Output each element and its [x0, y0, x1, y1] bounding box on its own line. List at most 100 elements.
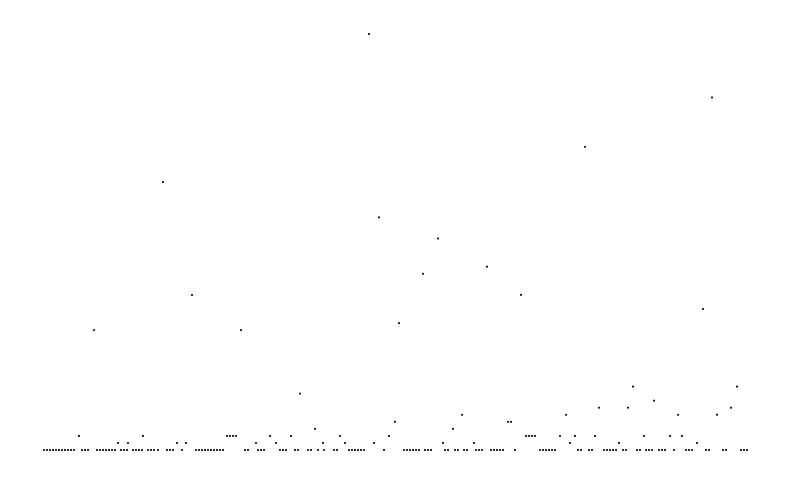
data-point [210, 449, 212, 451]
data-point [651, 449, 653, 451]
data-point [64, 449, 66, 451]
data-point [688, 449, 690, 451]
data-point [490, 449, 492, 451]
data-point [105, 449, 107, 451]
data-point [78, 435, 80, 437]
data-point [740, 449, 742, 451]
data-point [43, 449, 45, 451]
data-point [363, 449, 365, 451]
data-point [636, 449, 638, 451]
data-point [354, 449, 356, 451]
data-point [388, 435, 390, 437]
data-point [263, 449, 265, 451]
data-point [609, 449, 611, 451]
data-point [528, 435, 530, 437]
data-point [368, 33, 370, 35]
data-point [176, 442, 178, 444]
data-point [632, 385, 634, 388]
data-point [344, 442, 346, 444]
data-point [378, 216, 380, 219]
data-point [584, 145, 586, 148]
data-point [743, 449, 745, 451]
data-point [226, 435, 228, 437]
data-point [282, 449, 284, 451]
data-point [157, 449, 159, 451]
data-point [466, 449, 468, 451]
data-point [409, 449, 411, 451]
data-point [708, 449, 710, 451]
data-point [569, 442, 571, 444]
data-point [93, 329, 95, 332]
data-point [625, 449, 627, 451]
data-point [669, 435, 671, 437]
data-point [299, 392, 301, 395]
data-point [615, 449, 617, 451]
data-point [195, 449, 197, 451]
data-point [150, 449, 152, 451]
data-point [673, 449, 675, 451]
data-point [147, 449, 149, 451]
data-point [351, 449, 353, 451]
data-point [323, 449, 325, 451]
data-point [99, 449, 101, 451]
data-point [285, 449, 287, 451]
data-point [244, 449, 246, 451]
data-point [548, 449, 550, 451]
data-point [437, 237, 439, 240]
data-point [394, 420, 396, 423]
data-point [357, 449, 359, 451]
data-point [475, 449, 477, 451]
data-point [454, 449, 456, 451]
data-point [705, 449, 707, 451]
data-point [514, 449, 516, 451]
data-point [422, 272, 424, 275]
data-point [232, 435, 234, 437]
data-point [403, 449, 405, 451]
data-point [478, 449, 480, 451]
data-point [702, 308, 704, 310]
data-point [681, 435, 683, 437]
data-point [162, 181, 164, 183]
data-point [84, 449, 86, 451]
data-point [257, 449, 259, 451]
data-point [447, 449, 449, 451]
data-point [126, 449, 128, 451]
data-point [457, 449, 459, 451]
data-point [317, 449, 319, 451]
data-point [204, 449, 206, 451]
data-point [580, 449, 582, 451]
data-point [141, 449, 143, 451]
data-point [588, 449, 590, 451]
data-point [87, 449, 89, 451]
data-point [415, 449, 417, 451]
data-point [70, 449, 72, 451]
data-points [43, 33, 748, 451]
data-point [424, 449, 426, 451]
data-point [502, 449, 504, 451]
data-point [102, 449, 104, 451]
data-point [310, 449, 312, 451]
data-point [493, 449, 495, 451]
data-point [658, 449, 660, 451]
data-point [622, 449, 624, 451]
data-point [222, 449, 224, 451]
data-point [520, 294, 522, 296]
data-point [725, 449, 727, 451]
data-point [696, 442, 698, 444]
data-point [191, 294, 193, 296]
data-point [185, 442, 187, 444]
data-point [677, 413, 679, 416]
data-point [213, 449, 215, 451]
data-point [648, 449, 650, 451]
data-point [653, 399, 655, 402]
data-point [510, 420, 512, 423]
data-point [612, 449, 614, 451]
data-point [153, 449, 155, 451]
data-point [297, 449, 299, 451]
data-point [360, 449, 362, 451]
data-point [473, 442, 475, 444]
data-point [336, 449, 338, 451]
data-point [444, 449, 446, 451]
data-point [260, 449, 262, 451]
data-point [58, 449, 60, 451]
